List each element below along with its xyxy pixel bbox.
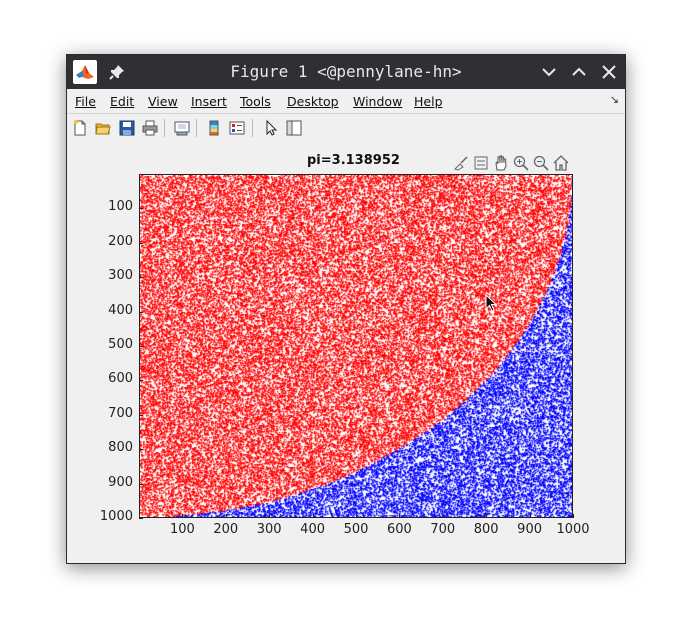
y-tick-mark xyxy=(139,449,143,451)
x-tick-mark xyxy=(486,514,488,518)
toolbar-separator xyxy=(164,119,165,137)
x-tick-mark xyxy=(182,514,184,518)
title-bar[interactable]: Figure 1 <@pennylane-hn> xyxy=(67,55,625,89)
dock-arrow-icon[interactable]: ↘ xyxy=(609,93,619,106)
y-tick-label: 1000 xyxy=(99,509,133,524)
x-tick-mark xyxy=(225,514,227,518)
menu-edit[interactable]: Edit xyxy=(110,94,135,109)
x-tick-label: 100 xyxy=(169,522,195,537)
x-tick-mark xyxy=(442,514,444,518)
y-tick-mark xyxy=(139,242,143,244)
print-icon[interactable] xyxy=(141,119,159,137)
menu-view[interactable]: View xyxy=(148,94,178,109)
x-tick-label: 800 xyxy=(473,522,499,537)
menu-help[interactable]: Help xyxy=(414,94,443,109)
x-tick-mark xyxy=(529,514,531,518)
close-icon[interactable] xyxy=(599,62,619,82)
x-tick-label: 200 xyxy=(213,522,239,537)
y-tick-mark xyxy=(139,208,143,210)
menu-bar: File Edit View Insert Tools Desktop Wind… xyxy=(67,89,625,113)
axes-toolbar xyxy=(452,154,576,174)
x-tick-label: 400 xyxy=(300,522,325,537)
figure-toolbar xyxy=(67,113,625,143)
pan-icon[interactable] xyxy=(492,154,510,172)
x-tick-mark xyxy=(399,514,401,518)
edit-plot-icon[interactable] xyxy=(262,119,280,137)
x-tick-mark xyxy=(269,514,271,518)
save-icon[interactable] xyxy=(118,119,136,137)
y-tick-label: 200 xyxy=(108,233,133,249)
y-tick-label: 800 xyxy=(108,440,133,456)
toolbar-separator xyxy=(252,119,253,137)
insert-colorbar-icon[interactable] xyxy=(205,119,223,137)
scatter-plot xyxy=(140,175,572,517)
x-tick-label: 300 xyxy=(256,522,282,537)
open-file-icon[interactable] xyxy=(94,119,112,137)
y-tick-label: 900 xyxy=(108,474,133,490)
zoom-out-icon[interactable] xyxy=(532,154,550,172)
window-title: Figure 1 <@pennylane-hn> xyxy=(230,62,462,81)
y-tick-mark xyxy=(139,380,143,382)
y-tick-mark xyxy=(139,346,143,347)
y-tick-label: 400 xyxy=(108,302,133,318)
home-icon[interactable] xyxy=(552,154,570,172)
link-plot-icon[interactable] xyxy=(173,119,191,137)
x-tick-mark xyxy=(356,514,357,518)
y-tick-mark xyxy=(139,414,143,416)
toolbar-separator xyxy=(196,119,197,137)
menu-window[interactable]: Window xyxy=(353,94,403,109)
plot-axes[interactable] xyxy=(139,174,573,518)
x-tick-label: 1000 xyxy=(556,522,590,537)
y-tick-label: 300 xyxy=(108,268,133,284)
property-inspector-icon[interactable] xyxy=(285,119,303,137)
y-tick-label: 500 xyxy=(108,337,133,352)
menu-file[interactable]: File xyxy=(75,94,96,109)
zoom-in-icon[interactable] xyxy=(512,154,530,172)
new-figure-icon[interactable] xyxy=(71,119,89,137)
matlab-icon xyxy=(73,60,97,84)
minimize-icon[interactable] xyxy=(539,62,559,82)
y-tick-mark xyxy=(139,311,143,313)
data-tips-icon[interactable] xyxy=(472,154,490,172)
y-tick-mark xyxy=(139,518,143,519)
brush-icon[interactable] xyxy=(452,154,470,172)
maximize-icon[interactable] xyxy=(569,62,589,82)
x-tick-label: 900 xyxy=(517,522,542,537)
x-tick-label: 600 xyxy=(386,522,412,537)
x-tick-mark xyxy=(573,514,574,518)
plot-title: pi=3.138952 xyxy=(307,153,400,168)
y-tick-mark xyxy=(139,277,143,279)
x-tick-mark xyxy=(312,514,314,518)
x-tick-label: 500 xyxy=(343,522,369,537)
y-tick-label: 700 xyxy=(108,405,133,421)
menu-insert[interactable]: Insert xyxy=(191,94,227,109)
insert-legend-icon[interactable] xyxy=(228,119,246,137)
menu-desktop[interactable]: Desktop xyxy=(287,94,339,109)
mouse-cursor-icon xyxy=(485,293,499,314)
pin-icon[interactable] xyxy=(107,62,127,82)
y-tick-label: 600 xyxy=(108,371,133,387)
y-tick-label: 100 xyxy=(108,199,133,215)
menu-tools[interactable]: Tools xyxy=(240,94,271,109)
x-tick-label: 700 xyxy=(430,522,456,537)
y-tick-mark xyxy=(139,483,143,485)
